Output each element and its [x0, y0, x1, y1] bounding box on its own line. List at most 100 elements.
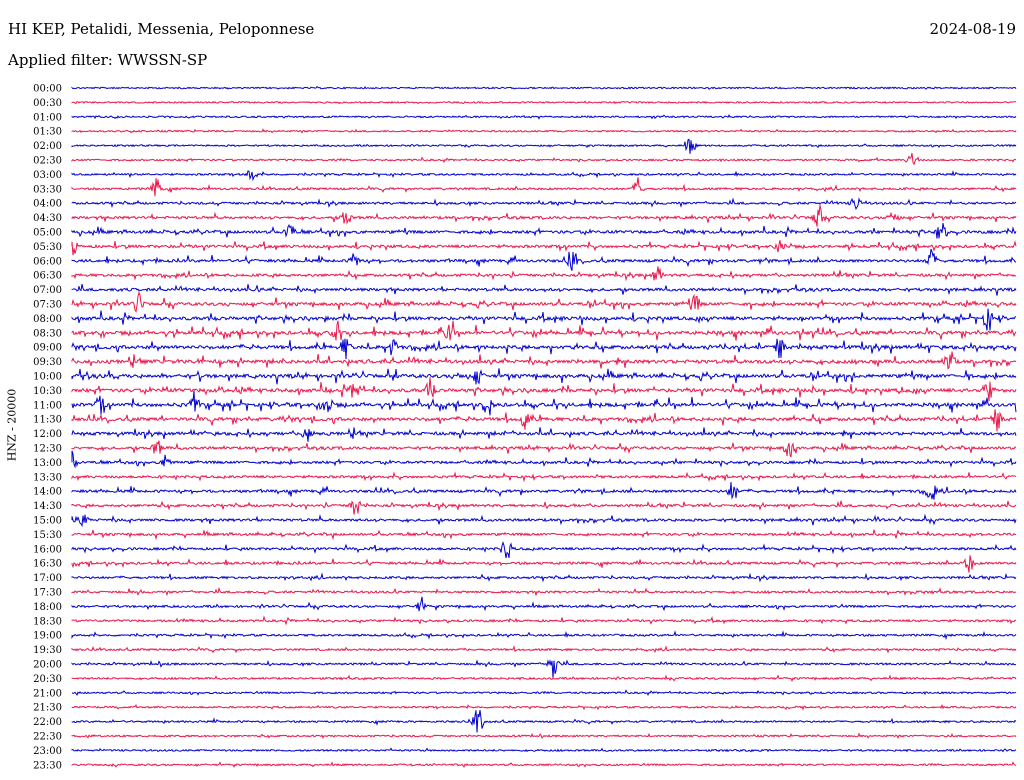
seismogram-trace — [71, 390, 1017, 416]
seismogram-trace — [71, 471, 1017, 483]
row-time-label: 08:30 — [33, 328, 62, 339]
row-time-label: 00:30 — [33, 98, 62, 109]
seismogram-trace — [71, 513, 1017, 528]
seismogram-trace — [71, 703, 1017, 711]
row-time-label: 16:30 — [33, 559, 62, 570]
seismogram-trace — [71, 320, 1017, 341]
row-time-label: 02:00 — [33, 141, 62, 152]
row-time-label: 21:00 — [33, 688, 62, 699]
row-time-label: 03:30 — [33, 184, 62, 195]
seismogram-trace — [71, 170, 1017, 182]
seismogram-trace — [71, 659, 1017, 678]
row-time-label: 15:00 — [33, 516, 62, 527]
row-time-label: 07:00 — [33, 285, 62, 296]
row-time-label: 04:00 — [33, 199, 62, 210]
seismogram-trace — [71, 710, 1017, 733]
station-title: HI KEP, Petalidi, Messenia, Peloponnese — [8, 20, 315, 38]
row-time-label: 11:00 — [33, 400, 62, 411]
seismogram-trace — [71, 204, 1017, 227]
seismogram-trace — [71, 500, 1017, 515]
row-time-label: 05:00 — [33, 228, 62, 239]
seismogram-trace — [71, 427, 1017, 442]
row-time-label: 01:00 — [33, 112, 62, 123]
row-time-label: 21:30 — [33, 703, 62, 714]
date-label: 2024-08-19 — [929, 20, 1016, 38]
seismogram-trace — [71, 248, 1017, 271]
row-time-label: 19:30 — [33, 645, 62, 656]
seismogram-trace — [71, 240, 1017, 256]
row-time-label: 12:30 — [33, 444, 62, 455]
row-time-label: 11:30 — [33, 415, 62, 426]
row-time-label: 06:00 — [33, 256, 62, 267]
seismogram-trace — [71, 689, 1017, 696]
seismogram-trace — [71, 409, 1017, 432]
seismogram-trace — [71, 290, 1017, 313]
row-time-label: 07:30 — [33, 300, 62, 311]
seismogram-trace — [71, 674, 1017, 682]
row-time-label: 19:00 — [33, 631, 62, 642]
seismogram-trace — [71, 177, 1017, 197]
row-time-label: 13:00 — [33, 458, 62, 469]
seismogram-trace — [71, 440, 1017, 458]
row-time-label: 17:00 — [33, 573, 62, 584]
row-time-label: 10:30 — [33, 386, 62, 397]
seismogram-trace — [71, 377, 1017, 402]
row-time-label: 03:00 — [33, 170, 62, 181]
filter-label: Applied filter: WWSSN-SP — [8, 51, 208, 69]
seismogram-trace — [71, 540, 1017, 559]
seismogram-trace — [71, 630, 1017, 641]
seismogram-trace — [71, 308, 1017, 331]
row-time-label: 09:00 — [33, 343, 62, 354]
row-time-label: 18:30 — [33, 616, 62, 627]
row-time-label: 04:30 — [33, 213, 62, 224]
seismogram-trace — [71, 555, 1017, 573]
seismogram-trace — [71, 596, 1017, 612]
row-time-label: 22:30 — [33, 732, 62, 743]
seismogram-trace — [71, 283, 1017, 296]
seismogram-trace — [71, 645, 1017, 654]
seismogram-trace — [71, 368, 1017, 385]
row-time-label: 18:00 — [33, 602, 62, 613]
row-time-label: 20:00 — [33, 660, 62, 671]
seismogram-trace — [71, 586, 1017, 597]
seismogram-trace — [71, 85, 1017, 90]
row-time-label: 10:00 — [33, 372, 62, 383]
seismogram-trace — [71, 747, 1017, 753]
row-time-label: 06:30 — [33, 271, 62, 282]
seismogram-trace — [71, 223, 1017, 239]
row-time-label: 15:30 — [33, 530, 62, 541]
row-time-label: 13:30 — [33, 472, 62, 483]
row-time-label: 01:30 — [33, 127, 62, 138]
seismogram-trace — [71, 615, 1017, 626]
row-time-label: 16:00 — [33, 544, 62, 555]
row-time-label: 17:30 — [33, 588, 62, 599]
seismogram-trace — [71, 338, 1017, 360]
row-time-label: 23:30 — [33, 760, 62, 771]
row-time-label: 08:00 — [33, 314, 62, 325]
seismogram-trace — [71, 100, 1016, 105]
row-time-label: 14:30 — [33, 501, 62, 512]
seismogram-trace — [71, 152, 1017, 166]
row-time-label: 00:00 — [33, 84, 62, 95]
seismogram-trace — [71, 482, 1017, 500]
row-time-label: 09:30 — [33, 357, 62, 368]
seismogram-trace — [71, 732, 1017, 739]
row-time-label: 05:30 — [33, 242, 62, 253]
row-time-label: 12:00 — [33, 429, 62, 440]
row-time-label: 23:00 — [33, 746, 62, 757]
seismogram-trace — [71, 529, 1017, 541]
seismogram-trace — [71, 197, 1017, 210]
seismogram-trace — [71, 351, 1017, 370]
seismogram-trace — [71, 761, 1017, 768]
seismogram-trace — [71, 138, 1017, 154]
row-time-label: 20:30 — [33, 674, 62, 685]
seismogram-trace — [71, 572, 1017, 583]
seismogram-trace — [71, 113, 1017, 120]
row-time-label: 22:00 — [33, 717, 62, 728]
seismogram-trace — [71, 450, 1017, 469]
seismogram-trace — [71, 266, 1017, 282]
row-time-label: 14:00 — [33, 487, 62, 498]
row-time-label: 02:30 — [33, 156, 62, 167]
seismogram-trace — [71, 128, 1017, 134]
